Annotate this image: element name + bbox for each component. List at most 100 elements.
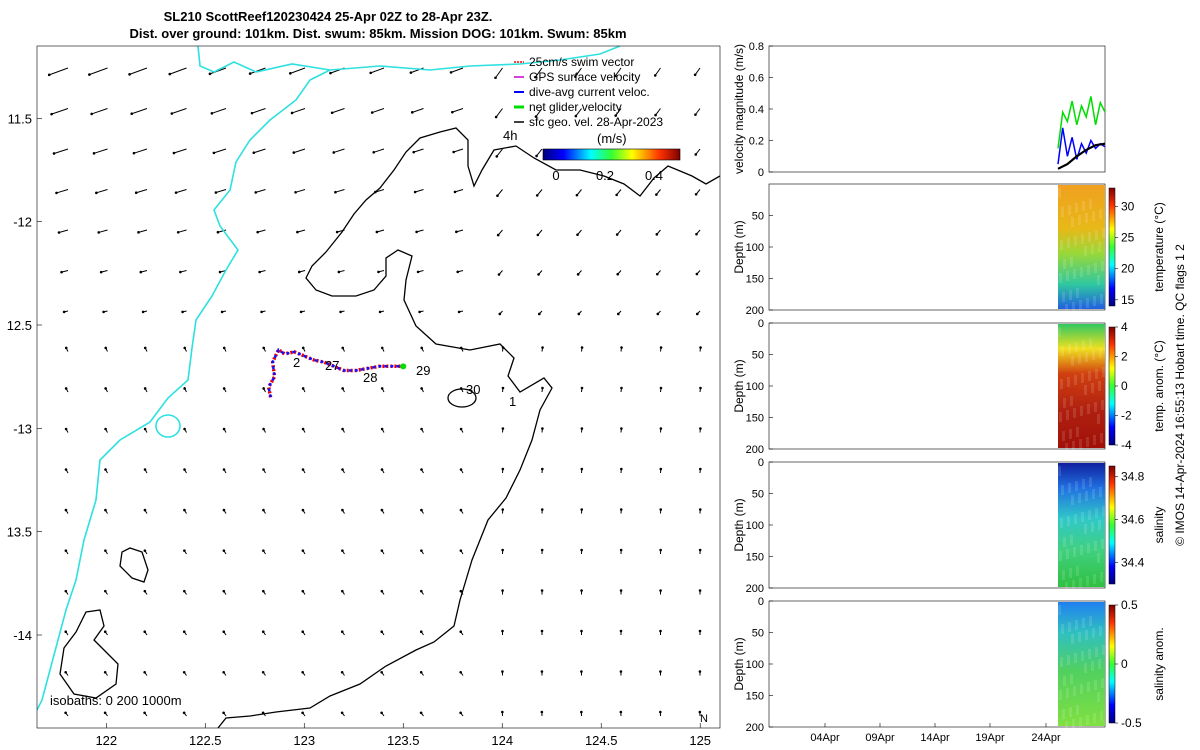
velocity-arrow-head	[214, 191, 218, 194]
legend-label: dive-avg current veloc.	[529, 85, 650, 99]
profile-texture	[1060, 240, 1063, 250]
velocity-arrow	[253, 148, 266, 154]
profile-texture	[1070, 674, 1073, 684]
profile-texture	[1063, 676, 1066, 686]
velocity-arrow-head	[580, 467, 584, 471]
velocity-arrow-head	[183, 427, 186, 431]
profile-texture	[1102, 645, 1105, 655]
velocity-arrow	[496, 148, 503, 157]
velocity-arrow-head	[459, 630, 463, 634]
profile-colorbar	[1108, 604, 1116, 724]
profile-texture	[1076, 427, 1079, 437]
profile-texture	[1075, 620, 1078, 630]
current-velocity-track	[267, 347, 404, 398]
profile-texture	[1065, 582, 1068, 592]
velocity-arrow-head	[294, 191, 297, 194]
velocity-arrow-head	[580, 710, 583, 714]
colorbar-tick-label: 20	[1121, 262, 1135, 276]
velocity-arrow-head	[501, 467, 505, 471]
velocity-arrow-head	[104, 549, 107, 552]
profile-texture	[1063, 398, 1066, 408]
velocity-arrow-head	[102, 310, 105, 314]
profile-texture	[1070, 396, 1073, 406]
profile-texture	[1059, 551, 1062, 561]
profile-texture	[1071, 356, 1074, 366]
velocity-arrow-head	[619, 548, 623, 552]
velocity-arrow-head	[372, 150, 376, 154]
depth-tick-label: 200	[746, 444, 764, 456]
velocity-ylabel: velocity magnitude (m/s)	[732, 44, 746, 174]
profile-texture	[1101, 539, 1104, 549]
velocity-arrow-head	[50, 112, 53, 116]
velocity-arrow-head	[380, 670, 383, 674]
velocity-arrow	[215, 189, 227, 193]
colorbar-tick-label: 25	[1121, 231, 1135, 245]
velocity-arrow-head	[459, 468, 463, 471]
velocity-arrow-head	[659, 346, 663, 349]
map-legend: 25cm/s swim vector GPS surface velocity …	[514, 55, 681, 183]
velocity-arrow-head	[210, 112, 214, 115]
velocity-arrow	[413, 148, 424, 153]
velocity-arrow	[49, 67, 69, 76]
title-line-1: SL210 ScottReef120230424 25-Apr 02Z to 2…	[164, 9, 493, 24]
velocity-arrow-head	[92, 152, 96, 155]
velocity-arrow-head	[619, 670, 623, 673]
profile-texture	[1063, 537, 1066, 547]
profile-texture	[1085, 213, 1088, 223]
profile-texture	[1075, 203, 1078, 213]
velocity-arrow-head	[341, 508, 344, 512]
profile-texture	[1097, 275, 1100, 285]
velocity-arrow-head	[419, 711, 423, 715]
profile-texture	[1100, 572, 1103, 582]
colorbar-tick-label: 30	[1121, 200, 1135, 214]
velocity-arrow-head	[420, 346, 424, 350]
velocity-arrow-head	[262, 549, 265, 552]
profile-texture	[1095, 230, 1098, 240]
velocity-arrow	[211, 108, 227, 114]
velocity-arrow-head	[290, 111, 294, 115]
velocity-arrow-head	[615, 233, 619, 236]
velocity-arrow-head	[695, 232, 698, 236]
profile-panel: 0 50 100 150 200 Depth (m) 4 2 0 -2 -4 temp. anom. …	[732, 318, 1166, 456]
depth-tick-label: 50	[752, 628, 764, 640]
profile-texture	[1092, 628, 1095, 638]
profile-texture	[1088, 510, 1091, 520]
profile-texture	[1072, 719, 1075, 729]
reef-200m	[447, 388, 477, 408]
profile-texture	[1099, 348, 1102, 358]
velocity-arrow-head	[580, 548, 583, 552]
velocity-arrow	[255, 189, 266, 193]
profile-texture	[1087, 404, 1090, 414]
profile-texture	[1099, 209, 1102, 219]
velocity-arrow-head	[260, 310, 263, 314]
velocity-arrow-head	[459, 711, 462, 715]
profile-texture	[1097, 553, 1100, 563]
velocity-arrow-head	[258, 270, 261, 274]
velocity-colorbar	[542, 148, 681, 161]
velocity-arrow-head	[659, 386, 663, 390]
depth-tick-label: 50	[752, 489, 764, 501]
velocity-arrow-head	[619, 710, 623, 714]
colorbar-tick-label: 0	[1121, 379, 1128, 393]
velocity-arrow-head	[699, 467, 702, 471]
y-tick-label: 11.5	[8, 111, 32, 126]
velocity-arrow	[694, 67, 701, 76]
velocity-arrow-head	[380, 630, 384, 634]
profile-texture	[1059, 273, 1062, 283]
velocity-arrow-head	[262, 387, 265, 390]
velocity-arrow-head	[696, 312, 699, 316]
profile-texture	[1072, 580, 1075, 590]
velocity-y-tick-label: 0.6	[749, 73, 764, 85]
velocity-arrow	[414, 189, 424, 193]
velocity-arrow-head	[137, 231, 140, 234]
profile-colorbar	[1108, 187, 1116, 307]
profile-texture	[1080, 684, 1083, 694]
velocity-arrow-head	[540, 548, 544, 552]
velocity-arrow-head	[168, 72, 172, 76]
velocity-arrow-head	[416, 270, 420, 274]
velocity-arrow-head	[289, 72, 292, 75]
velocity-arrow-head	[261, 670, 265, 674]
velocity-arrow-head	[535, 154, 538, 158]
profile-texture	[1100, 711, 1103, 721]
